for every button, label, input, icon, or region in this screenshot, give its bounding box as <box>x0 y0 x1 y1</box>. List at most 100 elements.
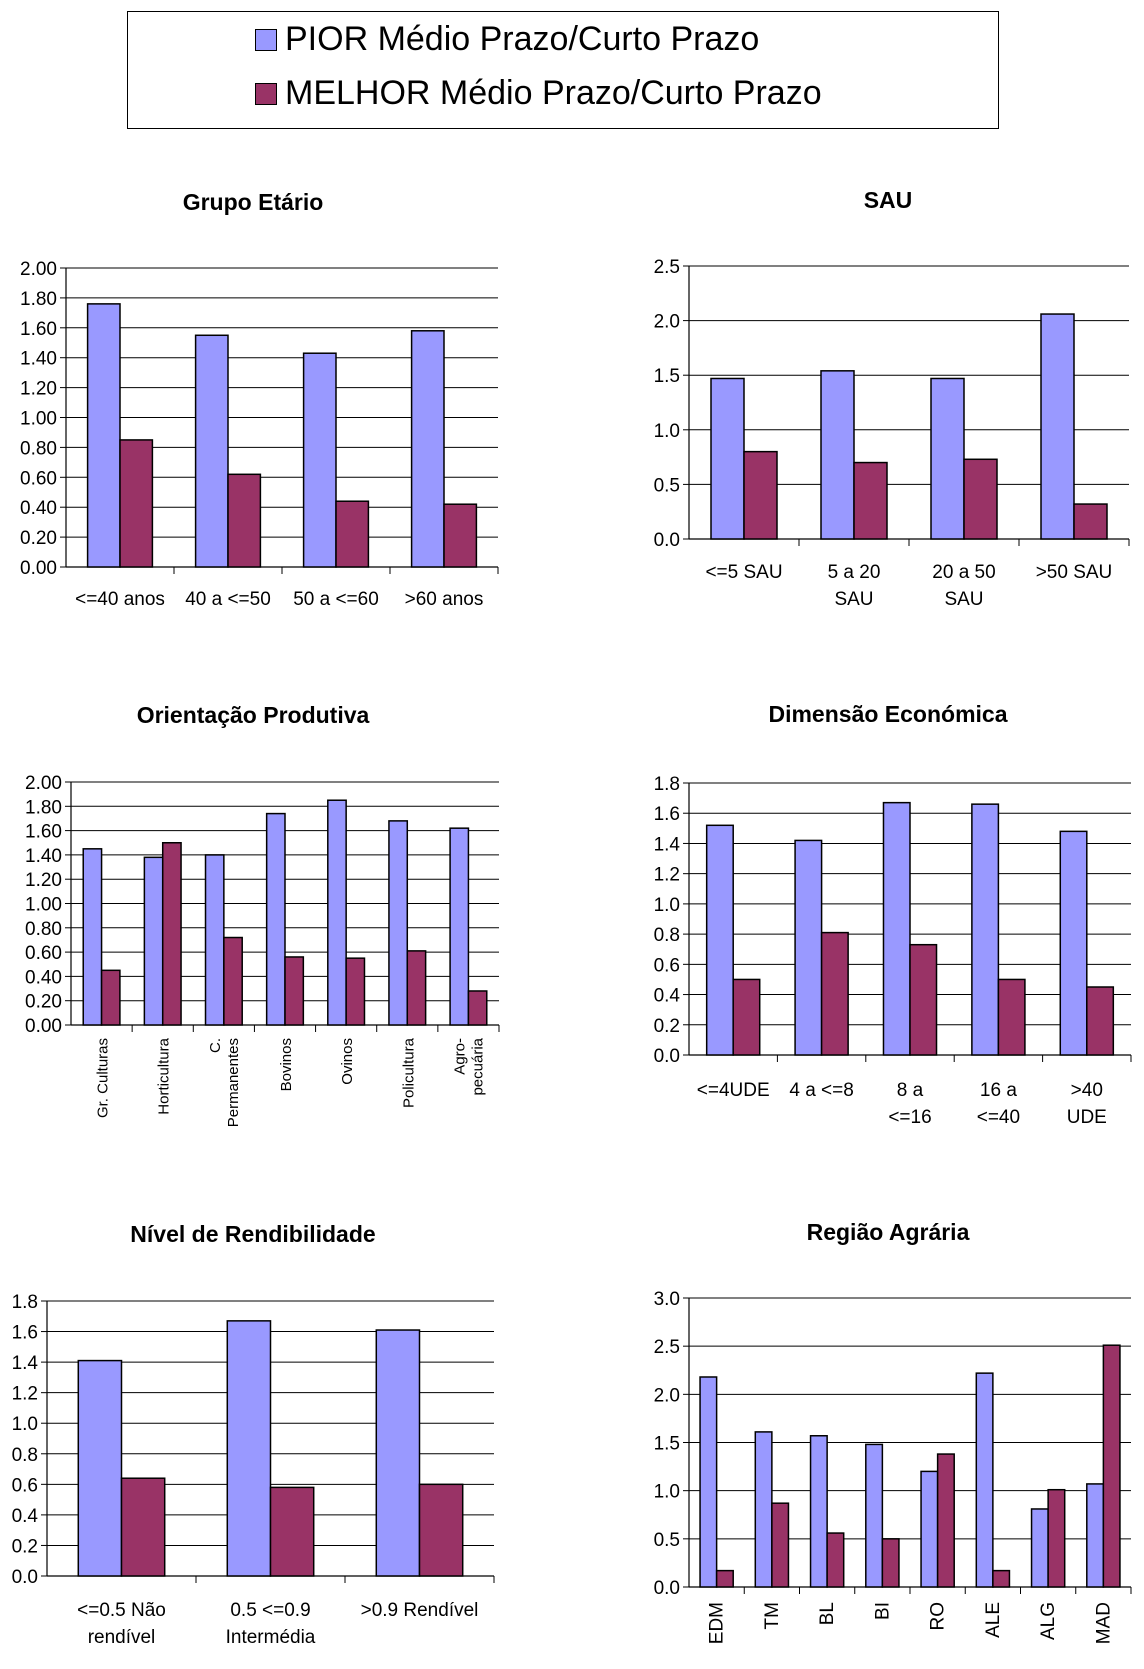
bar-melhor <box>992 1569 1011 1588</box>
x-tick-label: 4 a <=8 <box>789 1080 853 1101</box>
bar-melhor <box>826 1532 845 1588</box>
bar-pior <box>327 799 347 1026</box>
bar-pior <box>754 1431 773 1588</box>
y-tick-label: 1.20 <box>25 870 62 891</box>
bar-melhor <box>467 990 488 1026</box>
y-tick-label: 1.00 <box>20 409 57 430</box>
x-tick-label: RO <box>928 1602 949 1631</box>
x-tick-label: 50 a <=60 <box>293 589 379 610</box>
y-tick-label: 1.4 <box>654 834 681 855</box>
bar-pior <box>226 1320 272 1577</box>
bar-melhor <box>345 957 366 1026</box>
bar-melhor <box>997 978 1026 1056</box>
y-tick-label: 0.6 <box>12 1475 38 1496</box>
bar-melhor <box>771 1502 790 1588</box>
y-tick-label: 0.2 <box>12 1536 38 1557</box>
x-tick-label: >60 anos <box>405 589 484 610</box>
y-tick-label: 0.00 <box>25 1016 62 1037</box>
bar-melhor <box>853 461 888 540</box>
bar-pior <box>86 303 121 568</box>
x-tick-label: TM <box>762 1602 783 1629</box>
y-tick-label: 0.60 <box>25 943 62 964</box>
bar-melhor <box>418 1483 464 1577</box>
legend-item-melhor: MELHOR Médio Prazo/Curto Prazo <box>255 74 822 113</box>
y-tick-label: 1.0 <box>654 421 680 442</box>
y-tick-label: 1.6 <box>12 1323 38 1344</box>
bar-pior <box>710 377 745 540</box>
bar-melhor <box>715 1569 734 1588</box>
y-tick-label: 0.80 <box>20 438 57 459</box>
chart-5: Nível de Rendibilidade 0.0 0.2 0.4 0.6 0.8 1.0… <box>12 1221 495 1648</box>
y-tick-label: 2.0 <box>654 312 680 333</box>
x-tick-label: Policultura <box>400 1037 417 1108</box>
bar-pior <box>794 839 823 1056</box>
bar-pior <box>194 334 229 568</box>
y-tick-label: 1.6 <box>654 804 680 825</box>
x-tick-label: MAD <box>1093 1602 1114 1644</box>
bar-melhor <box>161 842 182 1026</box>
x-tick-label: <=5 SAU <box>705 562 782 583</box>
bar-melhor <box>732 978 761 1056</box>
y-tick-label: 1.2 <box>654 865 680 886</box>
chart-title: SAU <box>864 187 913 213</box>
chart-title: Grupo Etário <box>183 189 324 215</box>
bar-pior <box>1059 830 1088 1056</box>
bar-melhor <box>881 1538 900 1588</box>
x-tick-label: 16 a <=40 <box>977 1080 1020 1128</box>
bar-pior <box>77 1359 123 1577</box>
bar-pior <box>449 827 470 1026</box>
y-tick-label: 0.20 <box>25 992 62 1013</box>
y-tick-label: 0.0 <box>654 530 680 551</box>
y-tick-label: 1.0 <box>654 1482 680 1503</box>
bar-melhor <box>743 450 778 540</box>
y-tick-label: 1.8 <box>12 1292 38 1313</box>
bar-melhor <box>1102 1344 1121 1588</box>
bar-melhor <box>227 473 262 568</box>
bar-melhor <box>820 931 849 1056</box>
bar-melhor <box>909 943 938 1056</box>
bar-pior <box>809 1435 828 1588</box>
bar-pior <box>971 803 1000 1056</box>
y-tick-label: 1.00 <box>25 895 62 916</box>
x-tick-label: >40 UDE <box>1067 1080 1107 1128</box>
y-tick-label: 1.5 <box>654 366 680 387</box>
bar-pior <box>82 848 103 1026</box>
y-tick-label: 1.8 <box>654 774 680 795</box>
x-tick-label: 20 a 50 SAU <box>932 562 995 610</box>
chart-title: Região Agrária <box>807 1219 970 1245</box>
chart-6: Região Agrária 0.0 0.5 1.0 1.5 2.0 2.5 3.0 EDM TM… <box>654 1219 1132 1644</box>
x-tick-label: Ovinos <box>339 1038 356 1085</box>
bar-pior <box>1040 313 1075 540</box>
y-tick-label: 0.4 <box>654 986 681 1007</box>
bar-pior <box>865 1443 884 1588</box>
bar-pior <box>882 801 911 1056</box>
x-tick-label: Agro-pecuária <box>451 1037 486 1095</box>
y-tick-label: 1.40 <box>20 349 57 370</box>
y-tick-label: 1.0 <box>12 1414 38 1435</box>
x-tick-label: >0.9 Rendível <box>361 1600 479 1621</box>
bar-melhor <box>223 936 243 1026</box>
legend-item-pior: PIOR Médio Prazo/Curto Prazo <box>255 20 759 59</box>
x-tick-label: Gr. Culturas <box>95 1038 112 1118</box>
y-tick-label: 2.5 <box>654 257 680 278</box>
y-tick-label: 3.0 <box>654 1289 680 1310</box>
chart-3: Orientação Produtiva 0.00 0.20 0.40 0.60 0.80… <box>25 702 500 1127</box>
x-tick-label: <=0.5 Não rendível <box>77 1600 166 1648</box>
x-tick-label: BL <box>817 1602 838 1625</box>
bar-pior <box>302 352 337 568</box>
chart-2: SAU 0.0 0.5 1.0 1.5 2.0 2.5 <=5 SAU 5 a 20 SAU 20 … <box>654 187 1130 610</box>
x-tick-label: BI <box>872 1602 893 1620</box>
y-tick-label: 2.00 <box>25 773 62 794</box>
bar-pior <box>143 856 164 1026</box>
x-tick-label: EDM <box>707 1602 728 1644</box>
bar-pior <box>410 330 445 568</box>
x-tick-label: C.Permanentes <box>207 1038 242 1127</box>
y-tick-label: 0.6 <box>654 955 680 976</box>
bar-pior <box>930 377 965 540</box>
y-tick-label: 2.0 <box>654 1385 680 1406</box>
bar-melhor <box>443 503 478 568</box>
chart-legend: PIOR Médio Prazo/Curto Prazo MELHOR Médi… <box>127 11 999 129</box>
bar-melhor <box>119 439 154 568</box>
bar-pior <box>699 1376 718 1588</box>
x-tick-label: Bovinos <box>278 1038 295 1091</box>
